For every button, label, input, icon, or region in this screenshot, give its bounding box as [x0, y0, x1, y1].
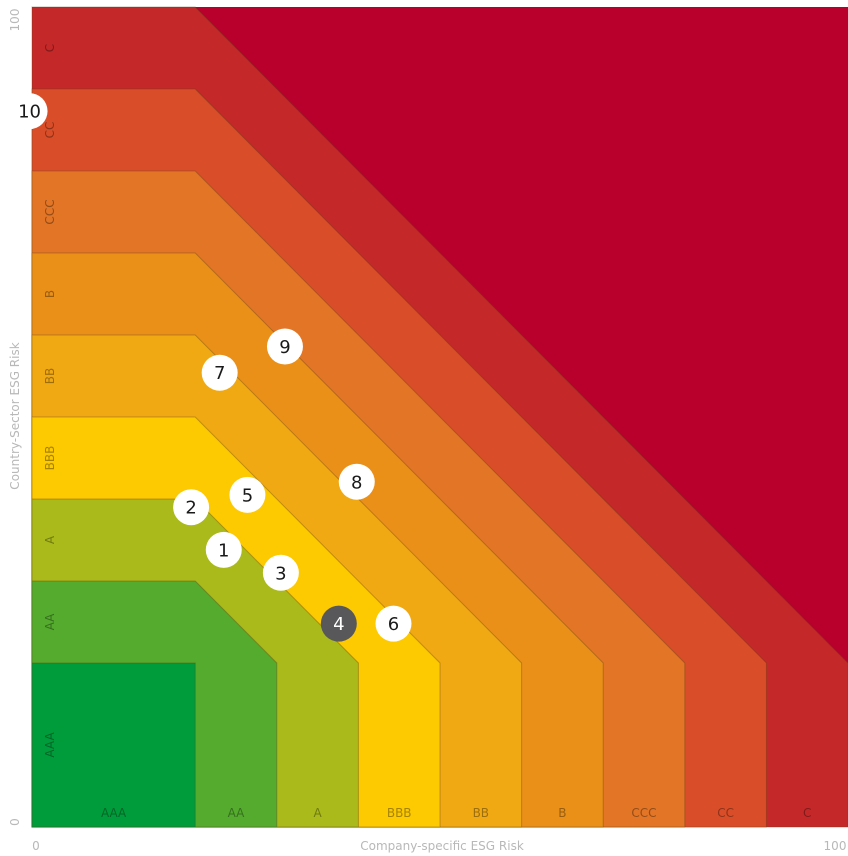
data-point-marker — [201, 354, 238, 391]
data-point-7: 7 — [201, 354, 238, 391]
y-band-label-aaa: AAA — [43, 732, 57, 758]
data-point-marker — [266, 328, 303, 365]
data-point-marker — [205, 531, 242, 568]
x-band-label-b: B — [558, 806, 566, 820]
data-point-marker — [229, 476, 266, 513]
data-point-label: 6 — [388, 614, 399, 635]
y-band-label-ccc: CCC — [43, 199, 57, 224]
x-tick-max: 100 — [824, 839, 847, 853]
y-band-label-aa: AA — [43, 613, 57, 631]
data-point-label: 5 — [242, 485, 253, 506]
x-band-label-cc: CC — [717, 806, 734, 820]
y-tick-min: 0 — [8, 818, 22, 826]
data-point-marker — [11, 93, 48, 130]
data-point-marker — [338, 463, 375, 500]
data-point-10: 10 — [11, 93, 48, 130]
x-band-label-aaa: AAA — [101, 806, 127, 820]
x-band-label-bb: BB — [473, 806, 489, 820]
y-band-label-a: A — [43, 535, 57, 544]
data-point-label: 1 — [218, 540, 229, 561]
data-point-label: 8 — [351, 472, 362, 493]
data-point-label: 10 — [18, 102, 41, 123]
data-point-label: 2 — [185, 498, 196, 519]
band-aaa — [31, 662, 196, 828]
x-band-labels: AAA AA A BBB BB B CCC CC C — [101, 806, 811, 820]
x-tick-min: 0 — [32, 839, 40, 853]
data-point-9: 9 — [266, 328, 303, 365]
data-point-marker — [262, 554, 299, 591]
y-band-label-c: C — [43, 44, 57, 52]
y-band-label-cc: CC — [43, 122, 57, 139]
data-points: 1 2 3 4 5 6 7 8 9 10 — [11, 93, 412, 642]
x-band-label-bbb: BBB — [387, 806, 412, 820]
data-point-label: 9 — [279, 337, 290, 358]
data-point-marker — [320, 605, 357, 642]
data-point-marker — [375, 605, 412, 642]
data-point-2: 2 — [173, 489, 210, 526]
data-point-label: 7 — [214, 363, 225, 384]
y-band-label-bbb: BBB — [43, 446, 57, 471]
y-axis-label: Country-Sector ESG Risk — [8, 342, 22, 489]
y-tick-max: 100 — [8, 9, 22, 32]
x-band-label-a: A — [313, 806, 322, 820]
data-point-3: 3 — [262, 554, 299, 591]
data-point-5: 5 — [229, 476, 266, 513]
x-band-label-aa: AA — [228, 806, 246, 820]
y-band-label-b: B — [43, 290, 57, 298]
rating-bands — [31, 6, 848, 828]
data-point-6: 6 — [375, 605, 412, 642]
y-band-label-bb: BB — [43, 368, 57, 384]
x-band-label-ccc: CCC — [631, 806, 656, 820]
x-band-label-c: C — [803, 806, 811, 820]
data-point-1: 1 — [205, 531, 242, 568]
data-point-marker — [173, 489, 210, 526]
data-point-label: 4 — [333, 614, 344, 635]
x-axis-label: Company-specific ESG Risk — [360, 839, 524, 853]
data-point-label: 3 — [275, 563, 286, 584]
data-point-4: 4 — [320, 605, 357, 642]
data-point-8: 8 — [338, 463, 375, 500]
